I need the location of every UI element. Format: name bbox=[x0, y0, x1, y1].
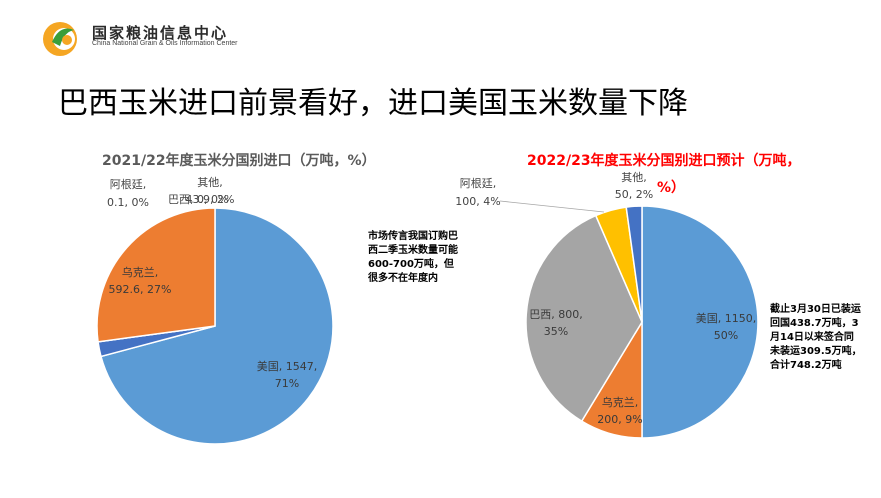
slice-label-argentina: 阿根廷, bbox=[110, 177, 147, 191]
slice-value-label-ukraine: 200, 9% bbox=[597, 413, 642, 426]
page-title: 巴西玉米进口前景看好，进口美国玉米数量下降 bbox=[58, 86, 688, 121]
chart-title-right-line2: %） bbox=[657, 180, 686, 196]
note-right: 截止3月30日已装运回国438.7万吨，3月14日以来签合同未装运309.5万吨… bbox=[770, 304, 862, 371]
slice-value-label-usa: 50% bbox=[714, 329, 738, 342]
slice-value-label-ukraine: 592.6, 27% bbox=[109, 283, 172, 296]
note-left: 市场传言我国订购巴西二季玉米数量可能600-700万吨，但很多不在年度内 bbox=[368, 231, 458, 284]
slice-label-ukraine: 乌克兰, bbox=[602, 395, 639, 409]
pie-chart-left: 美国, 1547, 71% 其他, 43.9, 2% 阿根廷, 0.1, 0% 巴西, 0,… bbox=[96, 176, 334, 445]
pie-slice-ukraine bbox=[96, 207, 216, 343]
leader-line bbox=[499, 200, 605, 213]
slice-label-brazil: 巴西, 0, 0% bbox=[168, 193, 228, 206]
pie-slice-usa bbox=[641, 205, 759, 439]
slice-value-label-other: 43.9, 2% bbox=[186, 193, 235, 206]
logo bbox=[43, 22, 77, 56]
logo-text-cn: 国家粮油信息中心 bbox=[92, 24, 229, 42]
pie-slice-other bbox=[625, 205, 643, 323]
slice-value-label-argentina: 100, 4% bbox=[455, 195, 500, 208]
pie-slice-usa bbox=[100, 207, 334, 445]
slice-label-usa: 美国, 1150, bbox=[696, 312, 756, 325]
pie-chart-right: 美国, 1150, 50% 乌克兰, 200, 9% 巴西, 800, 35% 阿根廷, 10… bbox=[455, 171, 759, 439]
slice-value-label-brazil: 35% bbox=[544, 325, 568, 338]
slice-value-label-usa: 71% bbox=[275, 377, 299, 390]
slice-label-argentina: 阿根廷, bbox=[460, 176, 497, 190]
slice-value-label-argentina: 0.1, 0% bbox=[107, 196, 149, 209]
slice-label-other: 其他, bbox=[197, 176, 223, 189]
slice-label-ukraine: 乌克兰, bbox=[122, 265, 159, 279]
slice-label-brazil: 巴西, 800, bbox=[529, 308, 583, 321]
logo-text-en: China National Grain & Oils Information … bbox=[92, 40, 238, 47]
chart-title-right-line1: 2022/23年度玉米分国别进口预计（万吨， bbox=[527, 153, 801, 169]
slice-label-other: 其他, bbox=[621, 171, 647, 184]
slice-label-usa: 美国, 1547, bbox=[257, 360, 317, 373]
chart-title-left: 2021/22年度玉米分国别进口（万吨，%） bbox=[102, 153, 376, 169]
slice-value-label-other: 50, 2% bbox=[615, 188, 653, 201]
pie-slice-brazil bbox=[525, 214, 643, 423]
